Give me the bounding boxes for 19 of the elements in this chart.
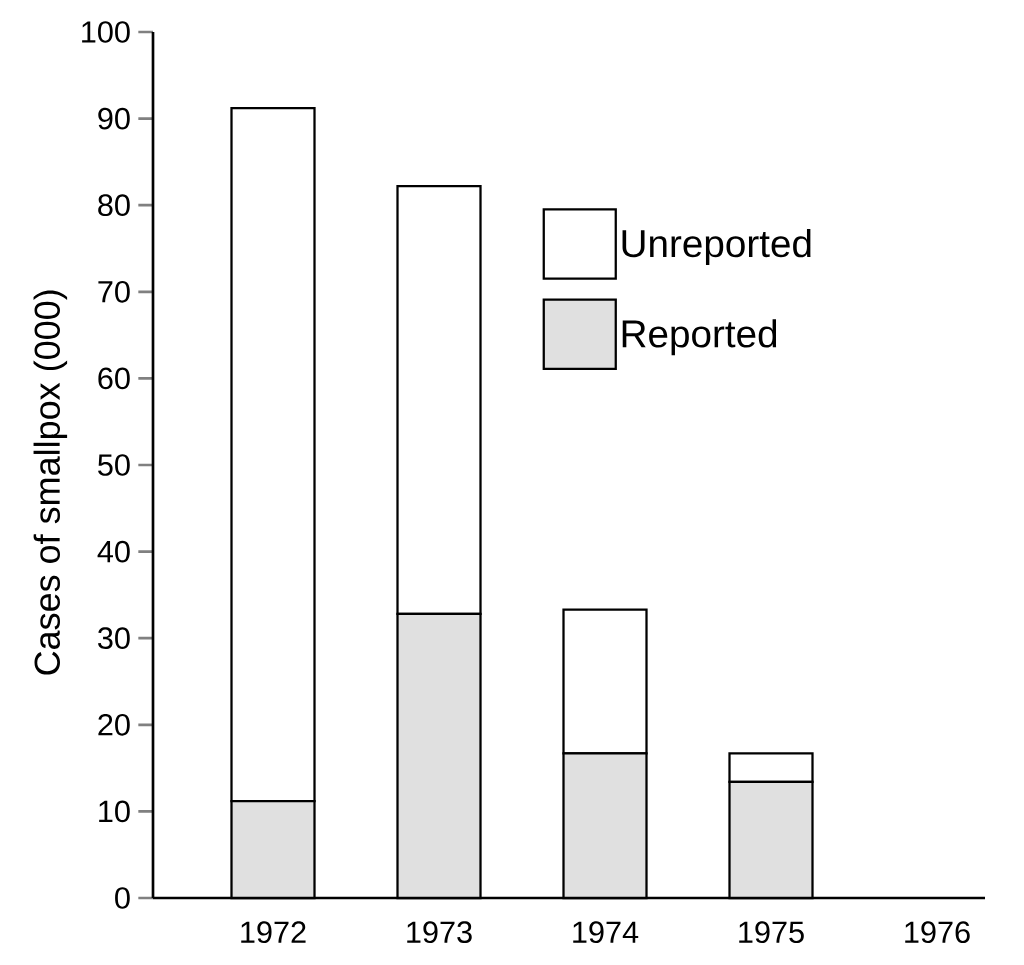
- x-tick-label: 1974: [573, 921, 639, 944]
- legend-label: Unreported: [622, 228, 811, 265]
- y-tick-label: 20: [98, 713, 130, 736]
- y-tick-label: 100: [82, 21, 130, 43]
- y-tick-label: 90: [98, 107, 130, 130]
- x-tick-label: 1975: [739, 921, 804, 944]
- y-tick-label: 0: [115, 887, 130, 909]
- x-tick-label: 1973: [407, 921, 472, 944]
- y-tick-label: 70: [98, 280, 130, 303]
- legend-label: Reported: [622, 319, 777, 356]
- x-tick-label: 1972: [241, 921, 306, 944]
- y-axis-title: Cases of smallpox (000): [33, 290, 68, 675]
- y-tick-label: 60: [98, 367, 130, 390]
- y-tick-label: 30: [98, 627, 130, 650]
- y-tick-label: 40: [97, 540, 130, 563]
- y-tick-label: 50: [98, 454, 130, 476]
- x-tick-label: 1976: [905, 921, 970, 944]
- y-tick-label: 10: [99, 800, 130, 823]
- y-tick-label: 80: [98, 194, 130, 217]
